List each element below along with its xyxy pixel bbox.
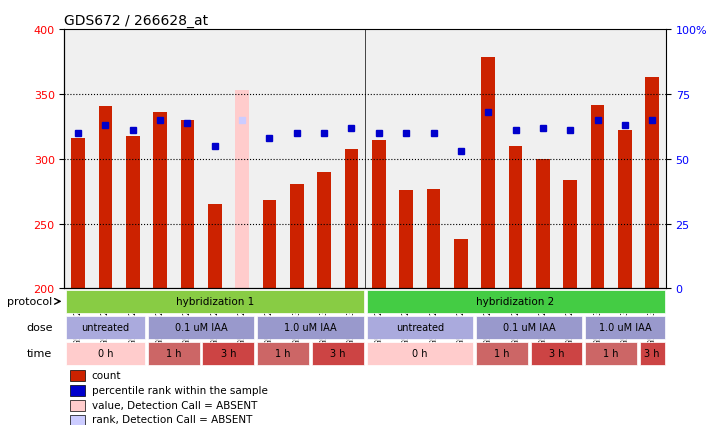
Text: 0 h: 0 h [97,349,113,358]
Bar [427,189,440,289]
Bar [645,78,659,289]
Text: 1 h: 1 h [494,349,510,358]
Text: untreated: untreated [396,322,444,332]
Text: hybridization 1: hybridization 1 [175,297,254,307]
Bar [563,180,577,289]
FancyBboxPatch shape [66,342,145,365]
Text: 0.1 uM IAA: 0.1 uM IAA [503,322,556,332]
Text: 1 h: 1 h [604,349,619,358]
FancyBboxPatch shape [640,342,664,365]
Text: rank, Detection Call = ABSENT: rank, Detection Call = ABSENT [92,414,252,424]
FancyBboxPatch shape [312,342,364,365]
Text: hybridization 2: hybridization 2 [476,297,555,307]
FancyBboxPatch shape [203,342,254,365]
Text: 3 h: 3 h [221,349,236,358]
Bar [400,191,413,289]
FancyBboxPatch shape [585,316,664,339]
Text: 1 h: 1 h [276,349,291,358]
Bar [70,370,85,381]
Text: 1 h: 1 h [166,349,182,358]
FancyBboxPatch shape [147,342,200,365]
Bar [70,415,85,425]
Bar [317,172,331,289]
FancyBboxPatch shape [476,316,583,339]
Text: 0.1 uM IAA: 0.1 uM IAA [175,322,228,332]
Bar [618,131,632,289]
Text: untreated: untreated [82,322,130,332]
Text: protocol: protocol [7,297,52,307]
Bar [180,121,194,289]
Bar [70,385,85,396]
Bar [153,113,167,289]
FancyBboxPatch shape [66,316,145,339]
Text: dose: dose [26,322,52,332]
Text: percentile rank within the sample: percentile rank within the sample [92,385,267,395]
Text: 3 h: 3 h [644,349,660,358]
Bar [508,147,523,289]
FancyBboxPatch shape [367,316,473,339]
Bar [236,91,249,289]
Bar [208,205,222,289]
FancyBboxPatch shape [367,290,664,313]
Bar [372,140,386,289]
FancyBboxPatch shape [147,316,254,339]
Text: time: time [27,349,52,358]
Bar [481,58,495,289]
Bar [344,149,358,289]
Bar [126,136,140,289]
Bar [591,105,604,289]
Bar [290,184,304,289]
Text: 0 h: 0 h [412,349,427,358]
Bar [70,400,85,411]
FancyBboxPatch shape [367,342,473,365]
FancyBboxPatch shape [257,316,364,339]
Text: 1.0 uM IAA: 1.0 uM IAA [599,322,651,332]
Text: 1.0 uM IAA: 1.0 uM IAA [284,322,337,332]
FancyBboxPatch shape [476,342,528,365]
Bar [454,240,468,289]
FancyBboxPatch shape [66,290,364,313]
Text: value, Detection Call = ABSENT: value, Detection Call = ABSENT [92,400,257,410]
FancyBboxPatch shape [531,342,583,365]
Text: count: count [92,370,121,380]
Text: 3 h: 3 h [548,349,564,358]
FancyBboxPatch shape [257,342,309,365]
Bar [72,139,85,289]
Bar [99,107,112,289]
Bar [263,201,276,289]
Text: 3 h: 3 h [330,349,346,358]
FancyBboxPatch shape [585,342,637,365]
Bar [536,160,550,289]
Text: GDS672 / 266628_at: GDS672 / 266628_at [64,14,208,28]
